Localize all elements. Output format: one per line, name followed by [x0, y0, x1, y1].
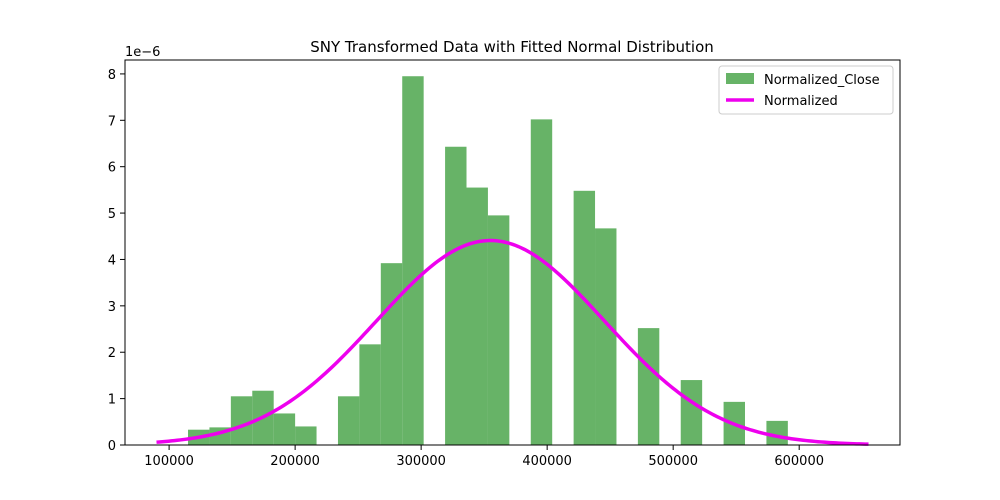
legend: Normalized_Close Normalized: [718, 65, 894, 115]
histogram-bar: [295, 426, 317, 445]
x-tick-label: 300000: [396, 454, 446, 469]
x-tick-label: 100000: [144, 454, 194, 469]
y-tick-label: 8: [108, 68, 116, 83]
histogram-bar: [637, 328, 660, 445]
histogram-bar: [680, 380, 703, 445]
histogram-bar: [273, 413, 296, 445]
axes-frame: [124, 59, 901, 446]
x-tick-label: 200000: [270, 454, 320, 469]
y-tick-label: 2: [108, 346, 116, 361]
histogram-bar: [595, 228, 617, 445]
y-tick-label: 5: [108, 207, 116, 222]
y-tick-label: 1: [108, 393, 116, 408]
x-axis-ticks: 100000 200000 300000 400000 500000 600000: [144, 445, 824, 469]
fitted-normal-curve: [156, 238, 869, 446]
y-tick-label: 4: [108, 253, 116, 268]
y-axis-scale-note: 1e−6: [125, 45, 160, 60]
y-tick-label: 3: [108, 300, 116, 315]
x-tick-label: 500000: [648, 454, 698, 469]
legend-label-curve: Normalized: [764, 94, 838, 109]
histogram-bars: [188, 76, 788, 446]
histogram-bar: [573, 190, 596, 445]
histogram-bar: [230, 396, 253, 445]
x-tick-label: 600000: [774, 454, 824, 469]
histogram-bar: [487, 215, 510, 445]
chart-title: SNY Transformed Data with Fitted Normal …: [310, 38, 714, 56]
x-tick-label: 400000: [522, 454, 572, 469]
histogram-bar: [402, 76, 424, 446]
histogram-bar: [337, 396, 360, 445]
y-tick-label: 6: [108, 161, 116, 176]
histogram-bar: [466, 187, 488, 445]
legend-box: [718, 65, 894, 115]
legend-label-histogram: Normalized_Close: [764, 73, 880, 88]
legend-histogram-swatch: [726, 73, 754, 84]
histogram-bar: [766, 420, 788, 445]
y-axis-ticks: 0 1 2 3 4 5 6 7 8: [108, 68, 125, 454]
y-tick-label: 7: [108, 114, 116, 129]
histogram-bar: [445, 146, 467, 445]
histogram-bar: [380, 263, 403, 445]
histogram-bar: [530, 119, 553, 445]
histogram-bar: [359, 344, 381, 445]
y-tick-label: 0: [108, 439, 116, 454]
